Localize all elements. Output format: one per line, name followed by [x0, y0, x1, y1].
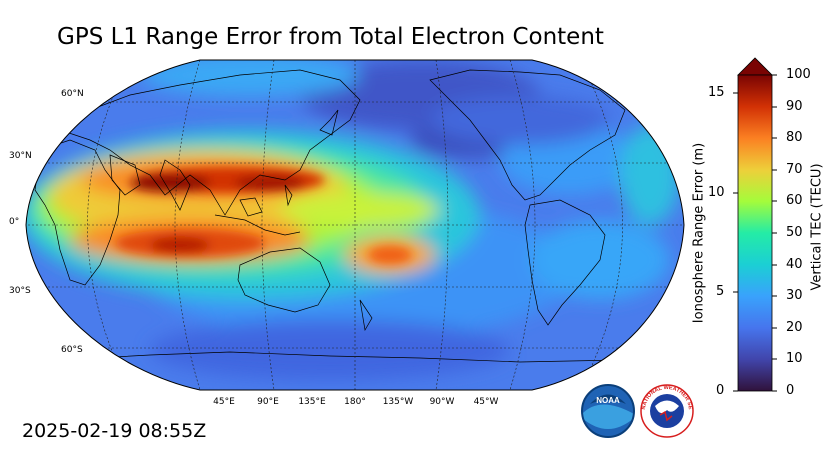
- lon-label-90e: 90°E: [257, 397, 279, 407]
- cb-right-tick-100: 100: [786, 67, 811, 82]
- coast-greenland: [619, 67, 666, 111]
- cb-right-tick-80: 80: [786, 130, 803, 145]
- lat-label-30s: 30°S: [9, 286, 31, 296]
- cb-left-tick-0: 0: [716, 383, 725, 398]
- coast-philippines: [284, 184, 293, 207]
- coast-japan: [319, 109, 339, 136]
- coast-new-zealand: [359, 299, 373, 332]
- timestamp: 2025-02-19 08:55Z: [22, 420, 207, 442]
- cb-right-tick-60: 60: [786, 193, 803, 208]
- cb-right-tick-10: 10: [786, 351, 803, 366]
- lon-label-135w: 135°W: [382, 397, 414, 407]
- lon-label-135e: 135°E: [298, 397, 326, 407]
- cb-left-tick-15: 15: [708, 85, 725, 100]
- colorbar-range-error-title: Ionosphere Range Error (m): [691, 142, 707, 324]
- colorbar: [733, 57, 777, 392]
- coast-arabia: [109, 154, 141, 196]
- chart-title: GPS L1 Range Error from Total Electron C…: [57, 24, 604, 50]
- cb-right-tick-40: 40: [786, 257, 803, 272]
- lat-label-60s: 60°S: [61, 345, 83, 355]
- coast-india: [159, 159, 191, 211]
- noaa-logo: NOAA: [581, 384, 635, 438]
- lon-label-180: 180°: [344, 397, 366, 407]
- coast-south-america: [524, 199, 606, 326]
- coast-australia: [237, 247, 331, 313]
- colorbar-tec-title: Vertical TEC (TECU): [809, 163, 825, 291]
- lon-label-45e: 45°E: [213, 397, 235, 407]
- cb-right-tick-30: 30: [786, 288, 803, 303]
- cb-right-tick-50: 50: [786, 225, 803, 240]
- cb-right-tick-20: 20: [786, 320, 803, 335]
- cb-left-tick-5: 5: [716, 284, 725, 299]
- lon-label-45w: 45°W: [473, 397, 499, 407]
- lat-label-0: 0°: [9, 217, 20, 227]
- lat-label-60n: 60°N: [61, 89, 84, 99]
- coast-indonesia: [214, 214, 301, 236]
- lon-label-90w: 90°W: [429, 397, 455, 407]
- colorbar-extend-arrow: [737, 57, 773, 76]
- cb-left-tick-10: 10: [708, 185, 725, 200]
- graticule: [26, 60, 684, 390]
- coast-africa: [34, 139, 121, 286]
- cb-right-tick-90: 90: [786, 99, 803, 114]
- colorbar-gradient: [737, 74, 773, 392]
- lat-label-30n: 30°N: [9, 151, 32, 161]
- noaa-logo-text: NOAA: [596, 396, 620, 405]
- coast-eurasia: [59, 69, 361, 216]
- cb-right-tick-70: 70: [786, 162, 803, 177]
- coast-antarctica: [59, 351, 621, 363]
- coast-north-america: [429, 69, 626, 201]
- cb-right-tick-0: 0: [786, 383, 795, 398]
